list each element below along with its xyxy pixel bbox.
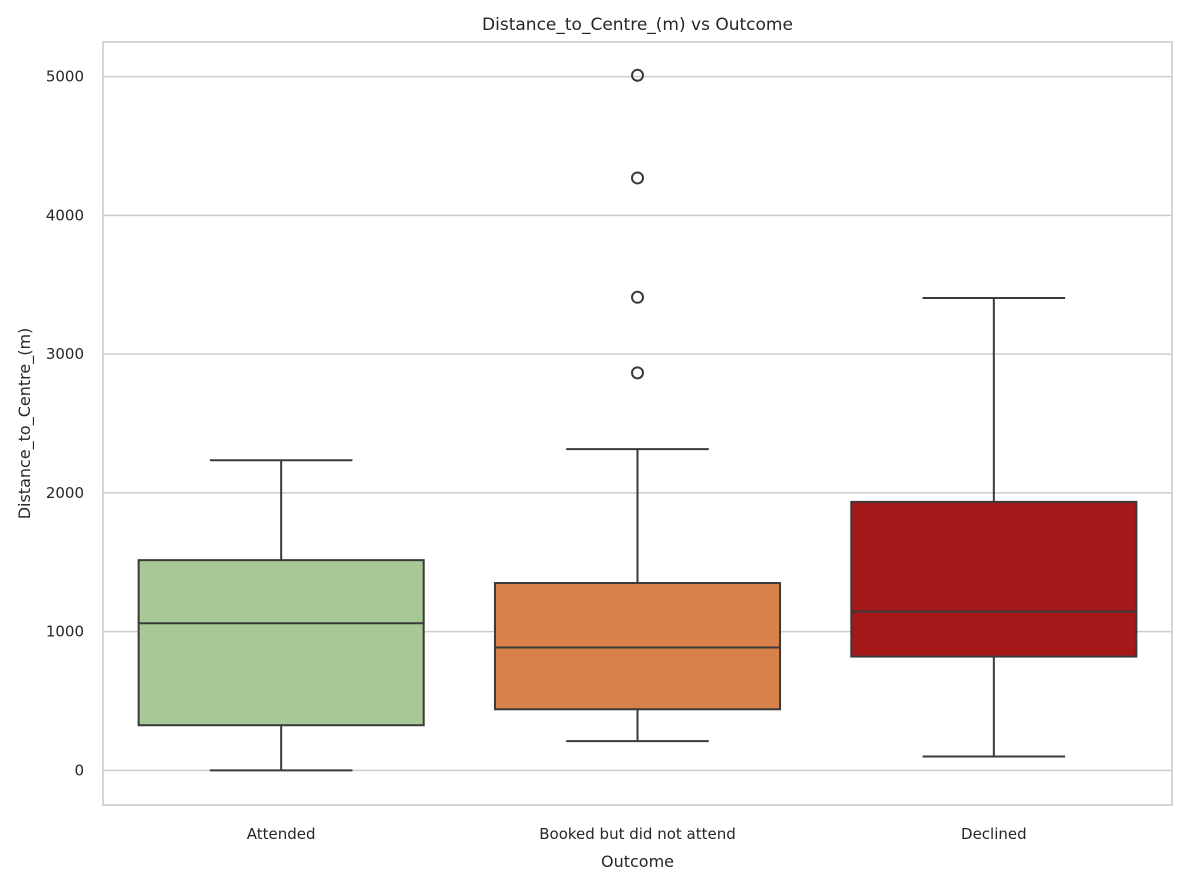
box-2 (493, 68, 782, 743)
y-tick-label: 3000 (46, 345, 84, 363)
x-tick-label: Booked but did not attend (539, 825, 736, 843)
box-3 (850, 296, 1138, 758)
outlier-point (631, 366, 644, 380)
x-axis-ticks: Attended Booked but did not attend Decline… (247, 825, 1027, 843)
y-tick-label: 5000 (46, 68, 84, 86)
outlier-point (631, 171, 644, 185)
box-iqr (850, 500, 1138, 658)
y-tick-label: 2000 (46, 484, 84, 502)
box-series (137, 68, 1138, 772)
box-iqr (493, 582, 782, 711)
outlier-point (631, 290, 644, 304)
x-axis-label: Outcome (601, 852, 674, 871)
plot-frame (102, 41, 1173, 806)
x-tick-label: Attended (247, 825, 316, 843)
box-iqr (137, 559, 425, 727)
x-tick-label: Declined (961, 825, 1027, 843)
y-axis-label: Distance_to_Centre_(m) (15, 328, 35, 520)
y-tick-label: 1000 (46, 623, 84, 641)
chart-title: Distance_to_Centre_(m) vs Outcome (482, 15, 793, 35)
y-tick-label: 0 (74, 761, 84, 779)
y-tick-label: 4000 (46, 206, 84, 224)
y-axis-ticks: 0 1000 2000 3000 4000 5000 (46, 68, 84, 780)
box-1 (137, 459, 425, 772)
outlier-point (631, 68, 644, 82)
